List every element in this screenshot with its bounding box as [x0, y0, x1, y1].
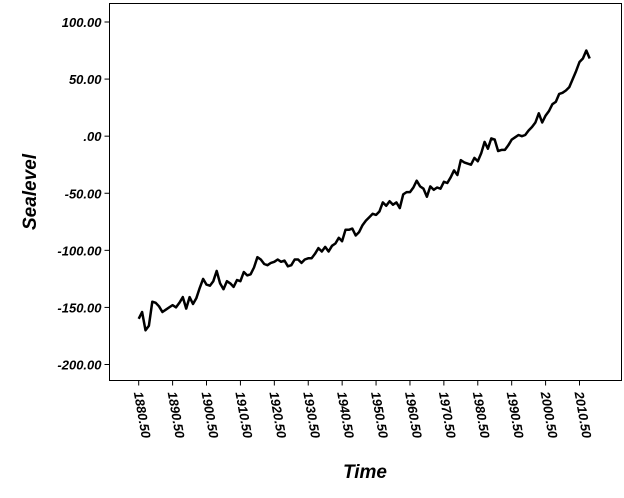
plot-frame: [109, 3, 622, 381]
x-tick-label: 1960.50: [402, 390, 425, 440]
y-tick-label: .00: [83, 129, 102, 144]
y-axis: 100.00 50.00 .00 -50.00 -100.00 -150.00 -200.0…: [57, 15, 110, 373]
x-tick-label: 2000.50: [537, 389, 560, 440]
x-tick-label: 1990.50: [504, 390, 527, 440]
y-tick-label: 50.00: [69, 72, 102, 87]
x-axis-title: Time: [343, 462, 387, 483]
y-tick-label: -200.00: [57, 358, 102, 373]
y-tick-label: -150.00: [57, 300, 102, 315]
x-tick-label: 1940.50: [334, 390, 357, 440]
x-tick-label: 1880.50: [131, 390, 154, 440]
x-tick-label: 1890.50: [165, 390, 188, 440]
x-tick-label: 1930.50: [300, 390, 323, 440]
x-tick-label: 1950.50: [368, 390, 391, 440]
y-tick-label: -50.00: [65, 186, 103, 201]
x-tick-label: 1970.50: [436, 390, 459, 440]
x-tick-label: 1910.50: [232, 390, 255, 440]
y-axis-title: Sealevel: [20, 153, 41, 230]
sealevel-series-line: [137, 49, 591, 332]
y-tick-label: 100.00: [62, 15, 103, 30]
x-axis: 1880.50 1890.50 1900.50 1910.50 1920.50 1930.…: [131, 380, 595, 440]
x-tick-label: 2010.50: [571, 389, 594, 440]
x-tick-label: 1900.50: [199, 390, 222, 440]
x-tick-label: 1980.50: [470, 390, 493, 440]
y-tick-label: -100.00: [57, 243, 102, 258]
x-tick-label: 1920.50: [266, 390, 289, 440]
